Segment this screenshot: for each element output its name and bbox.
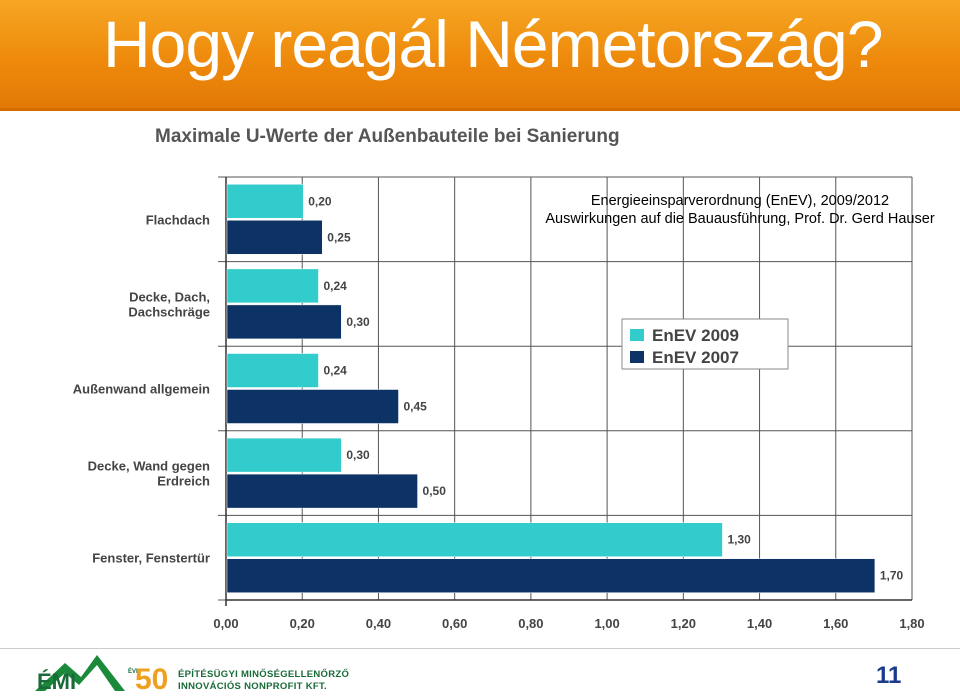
data-label-0-2: 0,24 [323,364,347,378]
legend-label-1: EnEV 2007 [652,348,739,367]
bar-0-1 [226,268,319,304]
bar-1-4 [226,558,876,593]
bar-0-3 [226,437,342,473]
category-label-2-0: Außenwand allgemein [73,382,210,397]
bar-0-4 [226,522,723,557]
category-label-3-1: Erdreich [157,474,210,489]
bar-1-1 [226,304,342,340]
data-label-0-1: 0,24 [323,279,347,293]
org-line-1: ÉPÍTÉSÜGYI MINŐSÉGELLENŐRZŐ [178,669,350,680]
org-line-2: INNOVÁCIÓS NONPROFIT KFT. [178,681,327,692]
emi-logo: ÉMI ÉVE 50 [35,655,175,696]
data-label-1-4: 1,70 [880,569,904,583]
data-label-0-0: 0,20 [308,194,332,208]
data-label-0-4: 1,30 [727,533,751,547]
title-bar: Hogy reagál Németország? [0,0,960,111]
x-tick-label-0: 0,00 [213,616,238,631]
chart-title: Maximale U-Werte der Außenbauteile bei S… [155,126,620,147]
legend-swatch-0 [630,329,644,341]
legend-label-0: EnEV 2009 [652,326,739,345]
slide-title: Hogy reagál Németország? [103,7,883,81]
x-tick-label-4: 0,80 [518,616,543,631]
data-label-1-0: 0,25 [327,230,351,244]
bar-1-2 [226,389,399,424]
data-label-0-3: 0,30 [346,448,370,462]
x-tick-label-5: 1,00 [594,616,619,631]
data-label-1-2: 0,45 [404,400,428,414]
category-label-1-1: Dachschräge [128,304,210,319]
footer-divider [0,648,960,649]
category-label-0-0: Flachdach [146,212,210,227]
legend-box [621,318,789,370]
bar-1-3 [226,473,418,509]
x-tick-label-3: 0,60 [442,616,467,631]
page-number: 11 [876,662,902,689]
x-tick-label-9: 1,80 [899,616,924,631]
data-label-1-1: 0,30 [346,315,370,329]
x-tick-label-7: 1,40 [747,616,772,631]
bar-1-0 [226,220,323,255]
logo-years-label: ÉVE [128,667,140,675]
x-tick-label-1: 0,20 [290,616,315,631]
category-label-4-0: Fenster, Fenstertür [92,551,210,566]
category-label-3-0: Decke, Wand gegen [88,459,210,474]
category-label-1-0: Decke, Dach, [129,289,210,304]
logo-years: 50 [135,663,168,691]
logo-text: ÉMI [37,669,76,691]
data-label-1-3: 0,50 [423,484,447,498]
source-line-1: Energieeinsparverordnung (EnEV), 2009/20… [590,193,890,209]
x-tick-label-2: 0,40 [366,616,391,631]
source-note: Energieeinsparverordnung (EnEV), 2009/20… [530,192,950,228]
x-tick-label-8: 1,60 [823,616,848,631]
bar-0-2 [226,353,319,388]
organization-name: ÉPÍTÉSÜGYI MINŐSÉGELLENŐRZŐ INNOVÁCIÓS N… [178,669,349,693]
bar-0-0 [226,184,304,219]
source-line-2: Auswirkungen auf die Bauausführung, Prof… [545,211,935,227]
legend-swatch-1 [630,351,644,363]
x-tick-label-6: 1,20 [671,616,696,631]
